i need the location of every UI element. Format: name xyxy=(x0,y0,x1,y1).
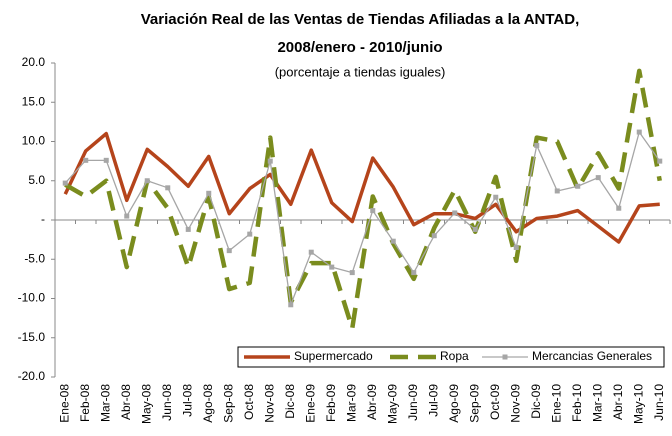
x-tick-label: May-10 xyxy=(631,384,645,424)
point xyxy=(247,231,253,237)
point xyxy=(124,213,130,219)
point xyxy=(554,188,560,194)
x-tick-label: Ene-08 xyxy=(57,384,71,423)
point xyxy=(349,270,355,276)
x-tick-label: Feb-10 xyxy=(570,384,584,422)
point xyxy=(411,270,417,276)
point xyxy=(103,157,109,163)
legend-label: Supermercado xyxy=(294,349,373,363)
x-tick-label: May-09 xyxy=(385,384,399,424)
legend-label: Ropa xyxy=(440,349,469,363)
x-tick-label: Ago-09 xyxy=(447,384,461,423)
chart-subtitle: (porcentaje a tiendas iguales) xyxy=(275,64,446,79)
point xyxy=(657,158,663,164)
x-tick-label: Nov-09 xyxy=(508,384,522,423)
legend-label: Mercancias Generales xyxy=(532,349,652,363)
y-tick-label: 15.0 xyxy=(22,94,46,108)
series-line xyxy=(63,131,660,244)
point xyxy=(83,157,89,163)
point xyxy=(493,194,499,200)
point xyxy=(431,233,437,239)
point xyxy=(575,183,581,189)
x-tick-label: Ene-09 xyxy=(303,384,317,423)
x-tick-label: Abr-09 xyxy=(365,384,379,420)
x-tick-label: Abr-10 xyxy=(611,384,625,420)
x-tick-label: Abr-08 xyxy=(119,384,133,420)
x-tick-label: Dic-09 xyxy=(529,384,543,419)
y-tick-label: -20.0 xyxy=(18,369,46,383)
x-tick-label: Jul-08 xyxy=(180,384,194,417)
point xyxy=(595,175,601,181)
point xyxy=(329,264,335,270)
legend-box xyxy=(237,346,665,368)
x-tick-label: Jun-08 xyxy=(160,384,174,421)
x-tick-label: Oct-08 xyxy=(242,384,256,420)
y-tick-label: -10.0 xyxy=(18,291,46,305)
x-tick-label: Sep-08 xyxy=(221,384,235,423)
x-tick-label: May-08 xyxy=(139,384,153,424)
point xyxy=(267,158,273,164)
series-line xyxy=(64,131,661,306)
point xyxy=(288,302,294,308)
y-tick-label: 5.0 xyxy=(28,173,45,187)
point xyxy=(308,249,314,255)
point xyxy=(144,178,150,184)
y-tick-label: - xyxy=(41,212,45,226)
point xyxy=(513,244,519,250)
x-tick-label: Mar-10 xyxy=(590,384,604,422)
point xyxy=(185,226,191,232)
point xyxy=(226,248,232,254)
x-tick-label: Feb-08 xyxy=(78,384,92,422)
point xyxy=(390,238,396,244)
y-tick-label: -5.0 xyxy=(24,251,45,265)
point xyxy=(206,190,212,196)
chart-subtitle: 2008/enero - 2010/junio xyxy=(277,39,442,56)
point xyxy=(616,205,622,211)
point xyxy=(165,185,171,191)
chart-title: Variación Real de las Ventas de Tiendas … xyxy=(141,11,580,28)
y-tick-label: -15.0 xyxy=(18,330,46,344)
point xyxy=(62,180,68,186)
x-tick-label: Mar-09 xyxy=(344,384,358,422)
series-line xyxy=(64,68,662,331)
x-tick-label: Oct-09 xyxy=(488,384,502,420)
point xyxy=(534,142,540,148)
x-tick-label: Jul-09 xyxy=(426,384,440,417)
point xyxy=(370,208,376,214)
x-tick-label: Jun-10 xyxy=(652,384,666,421)
x-tick-label: Ago-08 xyxy=(201,384,215,423)
x-tick-label: Feb-09 xyxy=(324,384,338,422)
point xyxy=(472,226,478,232)
legend-marker xyxy=(502,354,508,360)
point xyxy=(636,129,642,135)
x-tick-label: Mar-08 xyxy=(98,384,112,422)
y-tick-label: 10.0 xyxy=(22,134,46,148)
x-tick-label: Nov-08 xyxy=(262,384,276,423)
x-tick-label: Ene-10 xyxy=(549,384,563,423)
x-tick-label: Dic-08 xyxy=(283,384,297,419)
point xyxy=(452,210,458,216)
x-tick-label: Sep-09 xyxy=(467,384,481,423)
x-tick-label: Jun-09 xyxy=(406,384,420,421)
y-tick-label: 20.0 xyxy=(22,55,46,69)
